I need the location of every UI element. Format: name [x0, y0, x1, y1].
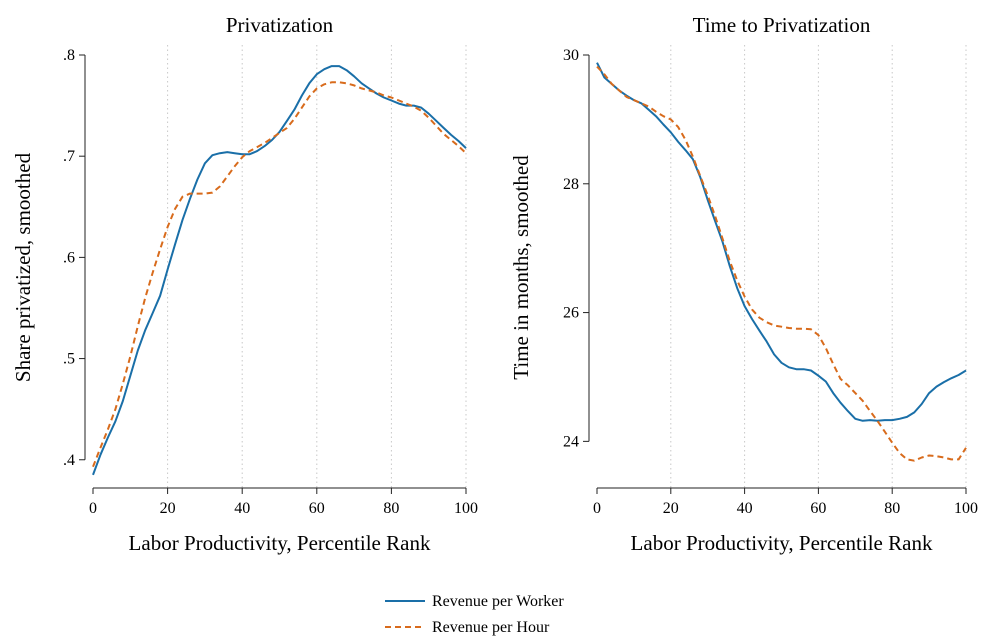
series-line-revenue-per-worker [596, 62, 967, 422]
series-line-revenue-per-hour [596, 65, 967, 462]
x-axis-label: Labor Productivity, Percentile Rank [631, 531, 933, 555]
x-tick-label: 40 [234, 500, 250, 517]
y-tick-label: 28 [563, 176, 579, 193]
legend: Revenue per Worker Revenue per Hour [385, 593, 564, 636]
y-tick-label: .7 [63, 148, 75, 165]
y-tick-label: .6 [63, 249, 75, 266]
x-tick-label: 60 [810, 500, 826, 517]
chart-title: Privatization [226, 13, 334, 37]
y-tick-label: 30 [563, 47, 579, 64]
x-tick-label: 0 [593, 500, 601, 517]
y-tick-label: .4 [63, 452, 75, 469]
panel-2: Time to Privatization 0 20 40 60 80 100 24 26 28 3… [509, 13, 978, 555]
x-tick-label: 0 [89, 500, 97, 517]
x-tick-label: 40 [737, 500, 753, 517]
y-tick-label: .8 [63, 47, 75, 64]
legend-label: Revenue per Worker [432, 593, 564, 610]
x-axis-label: Labor Productivity, Percentile Rank [129, 531, 431, 555]
x-tick-label: 100 [954, 500, 978, 517]
y-axis-label: Time in months, smoothed [509, 155, 533, 380]
y-tick-label: 26 [563, 305, 579, 322]
x-tick-label: 60 [309, 500, 325, 517]
y-axis-label: Share privatized, smoothed [11, 152, 35, 382]
x-tick-label: 80 [884, 500, 900, 517]
panel-1: Privatization 0 20 40 60 80 100 .4 .5 .6 .7 .8 Labor… [11, 13, 478, 555]
x-tick-label: 80 [383, 500, 399, 517]
y-tick-label: .5 [63, 351, 75, 368]
x-tick-label: 100 [454, 500, 478, 517]
x-tick-label: 20 [160, 500, 176, 517]
chart-title: Time to Privatization [693, 13, 871, 37]
y-tick-label: 24 [563, 433, 579, 450]
legend-label: Revenue per Hour [432, 619, 550, 636]
series-line-revenue-per-worker [92, 65, 467, 476]
x-tick-label: 20 [663, 500, 679, 517]
series-line-revenue-per-hour [92, 81, 467, 468]
